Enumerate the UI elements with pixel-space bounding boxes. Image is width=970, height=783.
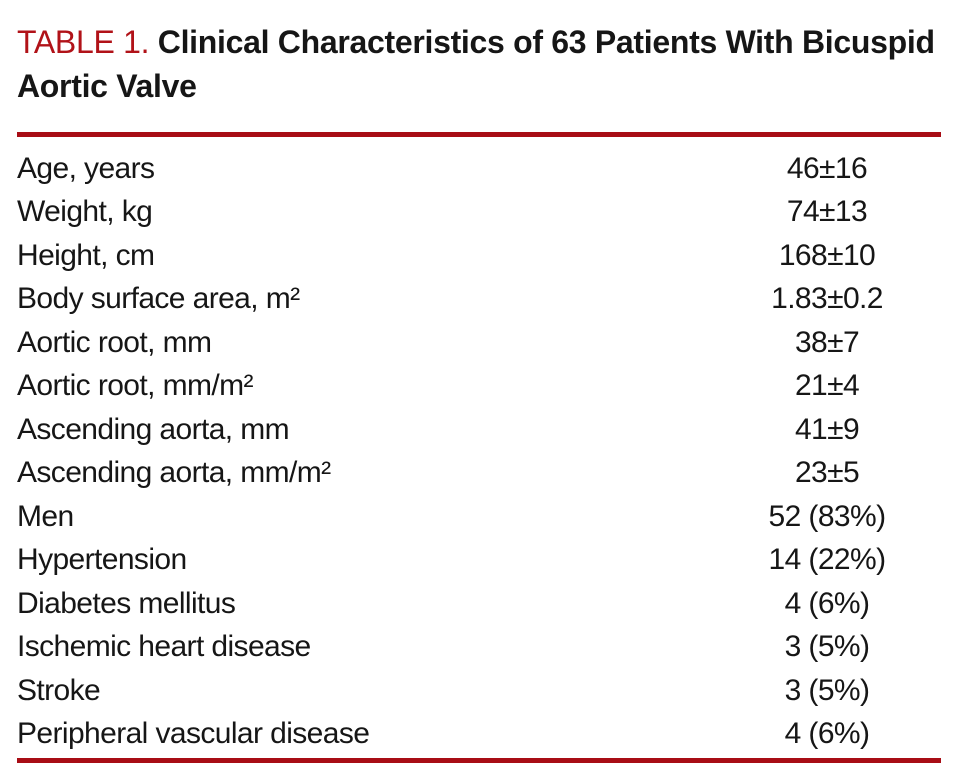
caption-spacer	[149, 24, 158, 60]
row-value: 1.83±0.2	[771, 282, 883, 316]
table-row: Height, cm 168±10	[17, 234, 941, 278]
table-title: Clinical Characteristics of 63 Patients …	[17, 24, 935, 104]
row-label: Age, years	[17, 151, 155, 185]
row-value: 46±16	[786, 151, 868, 185]
row-value: 4 (6%)	[784, 717, 870, 751]
table-number-label: TABLE 1.	[17, 24, 150, 60]
row-label: Peripheral vascular disease	[17, 717, 370, 751]
row-value: 23±5	[794, 456, 860, 490]
table-row: Weight, kg 74±13	[17, 191, 941, 235]
row-label: Aortic root, mm/m²	[17, 369, 253, 403]
table-content: TABLE 1. Clinical Characteristics of 63 …	[17, 0, 941, 763]
row-value: 3 (5%)	[784, 673, 870, 707]
table-row: Aortic root, mm/m² 21±4	[17, 365, 941, 409]
top-rule-divider	[17, 132, 941, 137]
row-label: Body surface area, m²	[17, 282, 300, 316]
table-row: Ascending aorta, mm 41±9	[17, 408, 941, 452]
row-label: Stroke	[17, 673, 101, 707]
row-label: Hypertension	[17, 543, 187, 577]
row-value: 3 (5%)	[784, 630, 870, 664]
table-row: Aortic root, mm 38±7	[17, 321, 941, 365]
row-label: Aortic root, mm	[17, 325, 212, 359]
table-row: Ascending aorta, mm/m² 23±5	[17, 452, 941, 496]
row-label: Ascending aorta, mm/m²	[17, 456, 331, 490]
table-caption: TABLE 1. Clinical Characteristics of 63 …	[17, 0, 941, 108]
row-value: 4 (6%)	[784, 586, 870, 620]
table-row: Peripheral vascular disease 4 (6%)	[17, 713, 941, 757]
table-row: Age, years 46±16	[17, 147, 941, 191]
row-label: Ischemic heart disease	[17, 630, 311, 664]
table-row: Stroke 3 (5%)	[17, 669, 941, 713]
row-value: 41±9	[794, 412, 860, 446]
table-row: Ischemic heart disease 3 (5%)	[17, 626, 941, 670]
row-value: 168±10	[778, 238, 876, 272]
row-label: Height, cm	[17, 238, 155, 272]
row-label: Diabetes mellitus	[17, 586, 236, 620]
table-row: Hypertension 14 (22%)	[17, 539, 941, 583]
table-rows: Age, years 46±16 Weight, kg 74±13 Height…	[17, 137, 941, 756]
row-value: 14 (22%)	[768, 543, 887, 577]
row-value: 21±4	[794, 369, 860, 403]
row-value: 38±7	[794, 325, 860, 359]
row-label: Ascending aorta, mm	[17, 412, 290, 446]
bottom-rule-divider	[17, 758, 941, 763]
row-label: Weight, kg	[17, 195, 153, 229]
table-row: Men 52 (83%)	[17, 495, 941, 539]
row-label: Men	[17, 499, 74, 533]
table-row: Diabetes mellitus 4 (6%)	[17, 582, 941, 626]
table-row: Body surface area, m² 1.83±0.2	[17, 278, 941, 322]
row-value: 74±13	[786, 195, 868, 229]
row-value: 52 (83%)	[768, 499, 887, 533]
